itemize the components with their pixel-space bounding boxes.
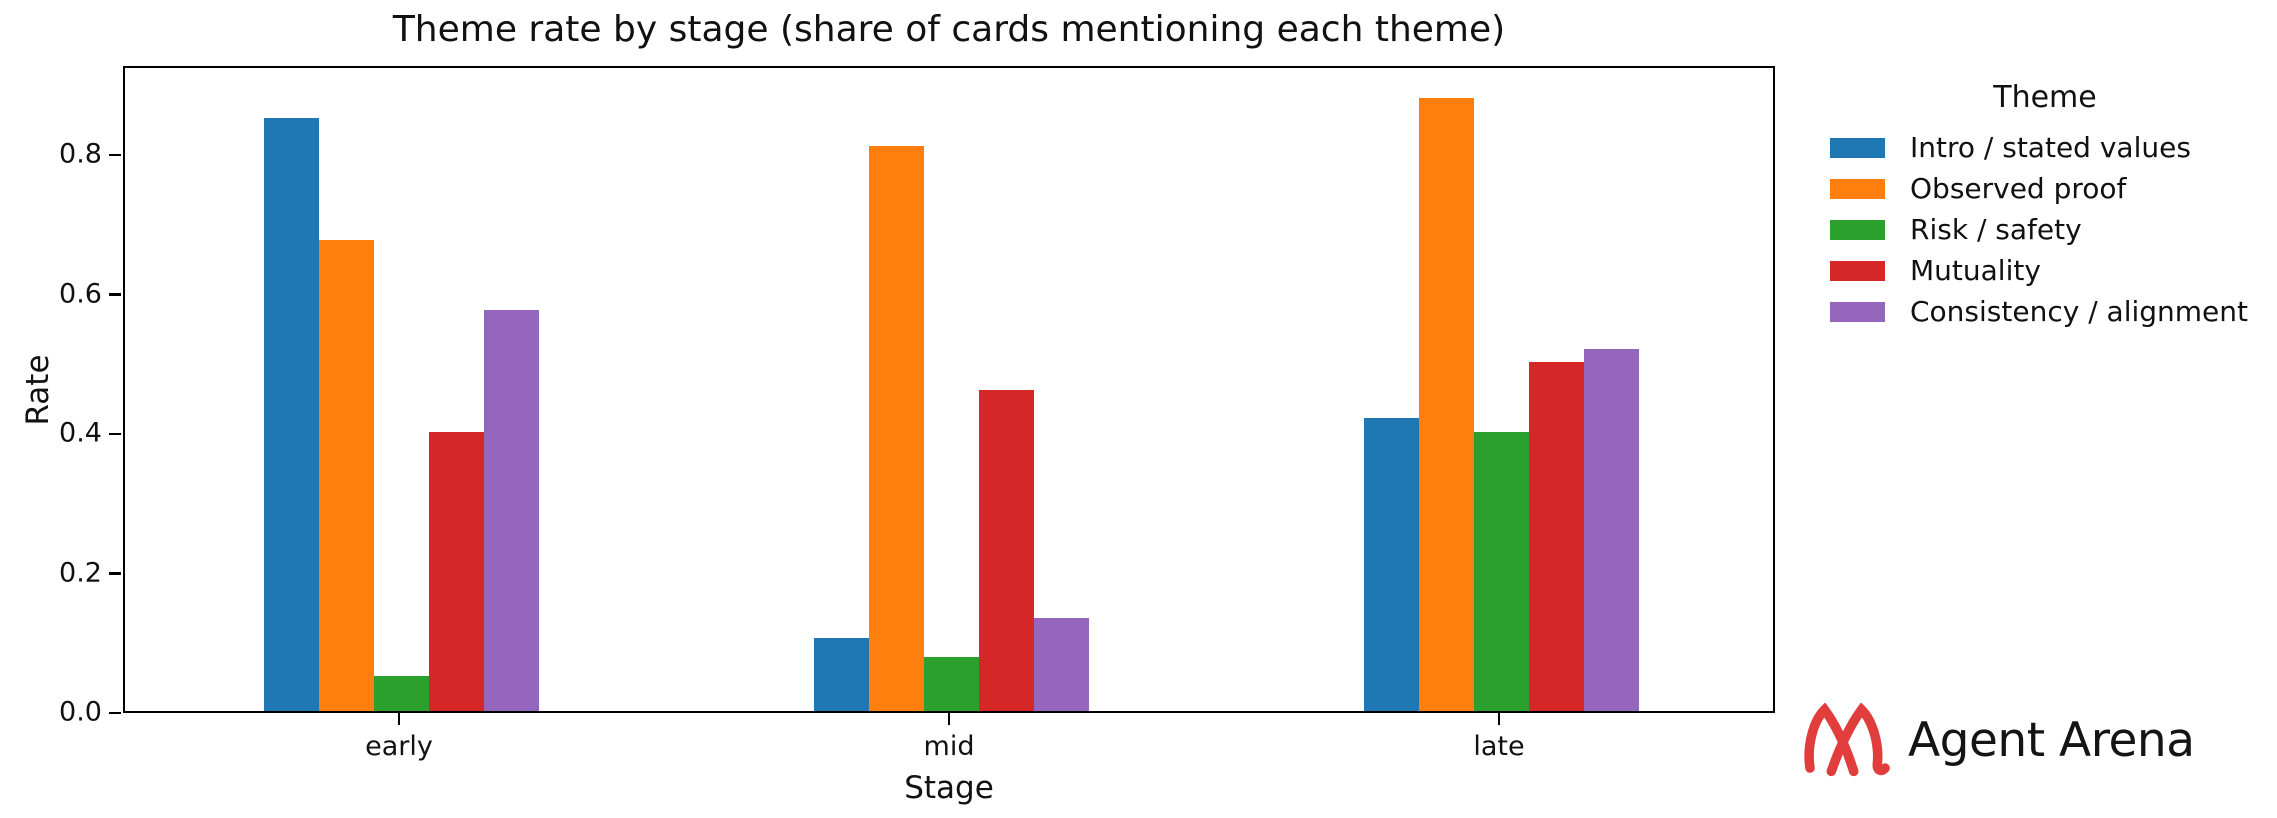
bar-mutuality-mid bbox=[978, 390, 1034, 711]
y-axis-label: Rate bbox=[20, 354, 56, 426]
x-axis-label: Stage bbox=[904, 770, 994, 806]
y-tick-label: 0.4 bbox=[59, 417, 102, 449]
x-tick-label-early: early bbox=[365, 731, 433, 762]
bar-observed-proof-mid bbox=[868, 146, 924, 711]
y-tick-label: 0.8 bbox=[59, 138, 102, 170]
legend-label: Mutuality bbox=[1910, 254, 2041, 287]
legend-label: Intro / stated values bbox=[1910, 131, 2191, 164]
legend-label: Risk / safety bbox=[1910, 213, 2082, 246]
x-tick-mark bbox=[397, 713, 401, 725]
bar-risk-safety-early bbox=[373, 676, 429, 711]
legend-rows: Intro / stated values Observed proof Risk … bbox=[1830, 127, 2260, 332]
x-tick-mark bbox=[1497, 713, 1501, 725]
bar-mutuality-late bbox=[1528, 362, 1584, 711]
bar-consistency-alignment-early bbox=[483, 310, 539, 711]
plot-area bbox=[123, 66, 1775, 713]
bar-consistency-alignment-mid bbox=[1033, 618, 1089, 711]
y-tick-mark bbox=[109, 711, 121, 715]
bar-consistency-alignment-late bbox=[1583, 348, 1639, 711]
x-tick-label-late: late bbox=[1473, 731, 1525, 762]
bar-risk-safety-mid bbox=[923, 656, 979, 711]
legend-item-consistency-alignment: Consistency / alignment bbox=[1830, 291, 2260, 332]
bar-intro-stated-values-late bbox=[1363, 418, 1419, 711]
y-tick-label: 0.6 bbox=[59, 277, 102, 309]
bar-observed-proof-late bbox=[1418, 97, 1474, 711]
bar-intro-stated-values-mid bbox=[813, 637, 869, 711]
bar-observed-proof-early bbox=[318, 240, 374, 711]
legend-title: Theme bbox=[1993, 80, 2097, 115]
bar-risk-safety-late bbox=[1473, 432, 1529, 711]
chart-title: Theme rate by stage (share of cards ment… bbox=[392, 9, 1506, 50]
legend-swatch-consistency-alignment bbox=[1830, 301, 1885, 322]
y-tick-mark bbox=[109, 153, 121, 157]
legend-item-intro-stated-values: Intro / stated values bbox=[1830, 127, 2260, 168]
agent-arena-m-icon bbox=[1804, 703, 1890, 777]
y-tick-mark bbox=[109, 293, 121, 296]
legend-item-mutuality: Mutuality bbox=[1830, 250, 2260, 291]
legend-swatch-observed-proof bbox=[1830, 178, 1885, 199]
legend-label: Consistency / alignment bbox=[1910, 295, 2248, 328]
y-tick-label: 0.2 bbox=[59, 556, 102, 588]
y-tick-label: 0.0 bbox=[59, 696, 102, 728]
bar-intro-stated-values-early bbox=[263, 118, 319, 711]
y-tick-mark bbox=[109, 572, 121, 575]
bar-mutuality-early bbox=[428, 432, 484, 711]
legend-swatch-mutuality bbox=[1830, 260, 1885, 281]
legend-swatch-intro-stated-values bbox=[1830, 137, 1885, 158]
legend-item-risk-safety: Risk / safety bbox=[1830, 209, 2260, 250]
x-tick-label-mid: mid bbox=[923, 731, 975, 762]
agent-arena-wordmark: Agent Arena bbox=[1908, 712, 2195, 768]
y-tick-mark bbox=[109, 432, 121, 436]
x-tick-mark bbox=[947, 713, 951, 725]
legend-label: Observed proof bbox=[1910, 172, 2127, 205]
agent-arena-logo: Agent Arena bbox=[1802, 703, 2195, 777]
legend-item-observed-proof: Observed proof bbox=[1830, 168, 2260, 209]
legend: Theme Intro / stated values Observed proo… bbox=[1830, 80, 2260, 332]
legend-swatch-risk-safety bbox=[1830, 219, 1885, 240]
